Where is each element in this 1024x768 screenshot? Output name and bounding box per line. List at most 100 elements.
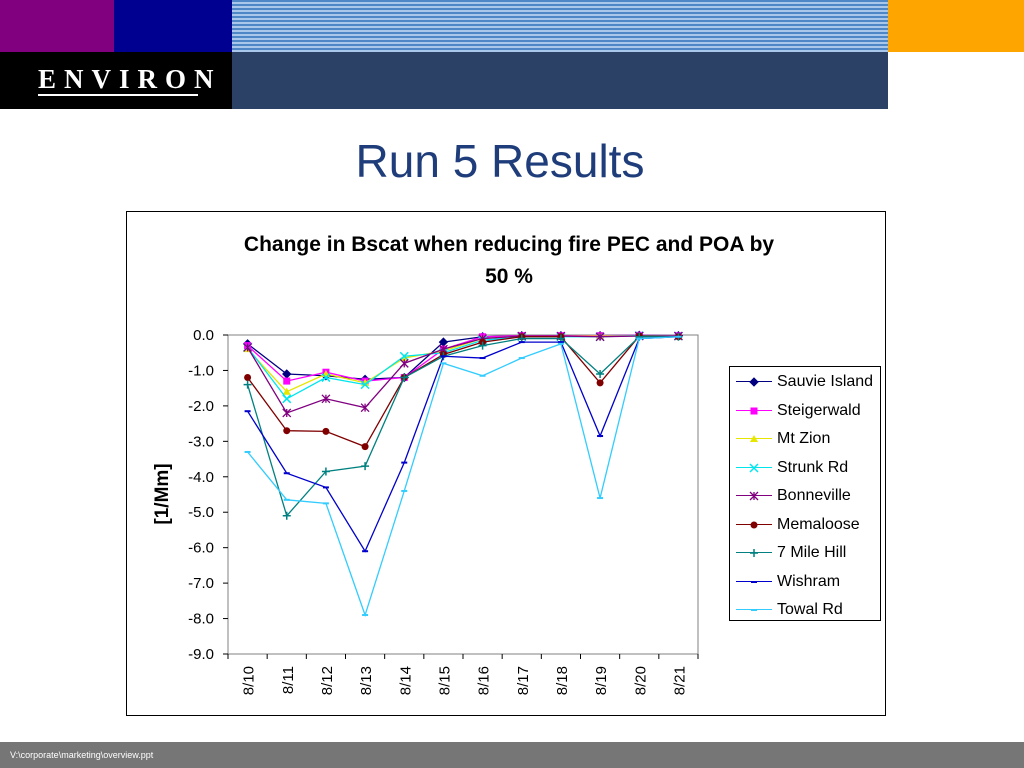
slide-header: ENVIRON: [0, 0, 1024, 110]
data-point: [399, 351, 409, 361]
data-point: [362, 550, 369, 553]
data-point: [243, 342, 253, 352]
legend-marker: [750, 521, 758, 528]
data-point: [479, 374, 486, 377]
legend-item: Mt Zion: [730, 429, 880, 449]
x-tick-label: 8/13: [358, 666, 375, 695]
legend-item: Towal Rd: [730, 600, 880, 620]
header-slate-band: [232, 52, 888, 109]
data-point: [557, 341, 564, 344]
legend-item: Sauvie Island: [730, 372, 880, 392]
legend-marker-icon: [750, 549, 758, 557]
legend-label: Sauvie Island: [777, 373, 874, 390]
legend-label: Wishram: [777, 572, 841, 590]
plot-area: [227, 334, 699, 655]
header-stripe-band: [232, 0, 888, 52]
data-point: [518, 341, 525, 344]
legend-marker: [749, 491, 759, 501]
legend-marker: [751, 580, 757, 583]
page-title: Run 5 Results: [355, 135, 645, 187]
data-point: [597, 435, 604, 438]
y-tick-label: -4.0: [188, 469, 214, 486]
y-axis-label: [1/Mm]: [152, 463, 173, 524]
legend-label: Memaloose: [777, 515, 860, 533]
header-orange-block: [888, 0, 1024, 52]
legend-marker-icon: [751, 609, 757, 611]
data-point: [283, 472, 290, 475]
data-point: [283, 427, 291, 435]
y-tick-label: -2.0: [188, 398, 214, 415]
legend-marker-icon: [749, 491, 759, 501]
y-tick-label: -6.0: [188, 540, 214, 557]
legend-label: Towal Rd: [777, 601, 843, 618]
data-point: [283, 377, 291, 385]
data-point: [440, 355, 447, 358]
legend-label: 7 Mile Hill: [777, 544, 847, 561]
legend-marker: [750, 407, 758, 414]
legend-item: 7 Mile Hill: [730, 543, 880, 563]
data-point: [479, 357, 486, 360]
series-line: [246, 336, 679, 518]
footer-file-path: V:\corporate\marketing\overview.ppt: [10, 750, 154, 760]
y-tick-label: -3.0: [188, 433, 214, 450]
y-tick-label: -9.0: [188, 646, 214, 663]
legend-item: Strunk Rd: [730, 458, 880, 478]
series-line: [247, 335, 679, 448]
series-9: [244, 335, 682, 618]
x-tick-label: 8/12: [319, 666, 336, 695]
data-point: [361, 443, 369, 451]
x-tick-label: 8/16: [476, 666, 493, 695]
data-point: [244, 450, 251, 453]
logo-underline: [38, 94, 198, 96]
data-point: [360, 403, 370, 413]
header-purple-block: [0, 0, 114, 52]
series-line: [247, 336, 679, 618]
data-point: [401, 489, 408, 492]
chart-legend: Sauvie Island Steigerwald Mt Zion Strunk Rd…: [729, 366, 881, 621]
data-point: [244, 374, 252, 382]
chart-title: Change in Bscat when reducing fire PEC a…: [243, 233, 775, 288]
y-tick-label: 0.0: [193, 327, 214, 344]
header-navy-block: [114, 0, 232, 52]
legend-marker-icon: [750, 435, 758, 442]
x-tick-label: 8/14: [397, 666, 414, 695]
legend-marker: [750, 435, 758, 442]
data-point: [360, 380, 370, 390]
x-tick-label: 8/15: [436, 666, 453, 695]
x-tick-label: 8/10: [241, 666, 258, 695]
data-point: [282, 394, 292, 404]
data-point: [283, 498, 290, 501]
legend-label: Bonneville: [777, 487, 851, 504]
y-tick-label: -1.0: [188, 362, 214, 379]
data-point: [440, 362, 447, 365]
data-point: [361, 462, 370, 471]
data-point: [362, 614, 369, 617]
data-point: [321, 394, 331, 404]
header-logo-panel: [0, 52, 232, 109]
data-point: [322, 502, 329, 505]
data-point: [322, 427, 330, 435]
data-point: [401, 461, 408, 464]
data-point: [596, 369, 605, 378]
data-point: [675, 335, 682, 338]
legend-item: Wishram: [730, 572, 880, 592]
data-point: [636, 337, 643, 340]
legend-marker-icon: [749, 377, 759, 387]
series-line: [247, 336, 679, 553]
data-point: [597, 497, 604, 500]
data-point: [244, 410, 251, 413]
legend-marker-icon: [750, 521, 758, 528]
x-tick-label: 8/20: [632, 666, 649, 695]
x-tick-label: 8/17: [515, 666, 532, 695]
y-tick-label: -8.0: [188, 611, 214, 628]
series-line: [247, 335, 679, 414]
legend-label: Mt Zion: [777, 430, 831, 447]
data-point: [478, 341, 487, 350]
data-point: [282, 511, 291, 520]
legend-marker: [749, 462, 759, 473]
environ-logo: ENVIRON: [38, 64, 222, 94]
data-point: [282, 387, 291, 395]
y-tick-label: -5.0: [188, 504, 214, 521]
legend-marker: [750, 549, 758, 557]
